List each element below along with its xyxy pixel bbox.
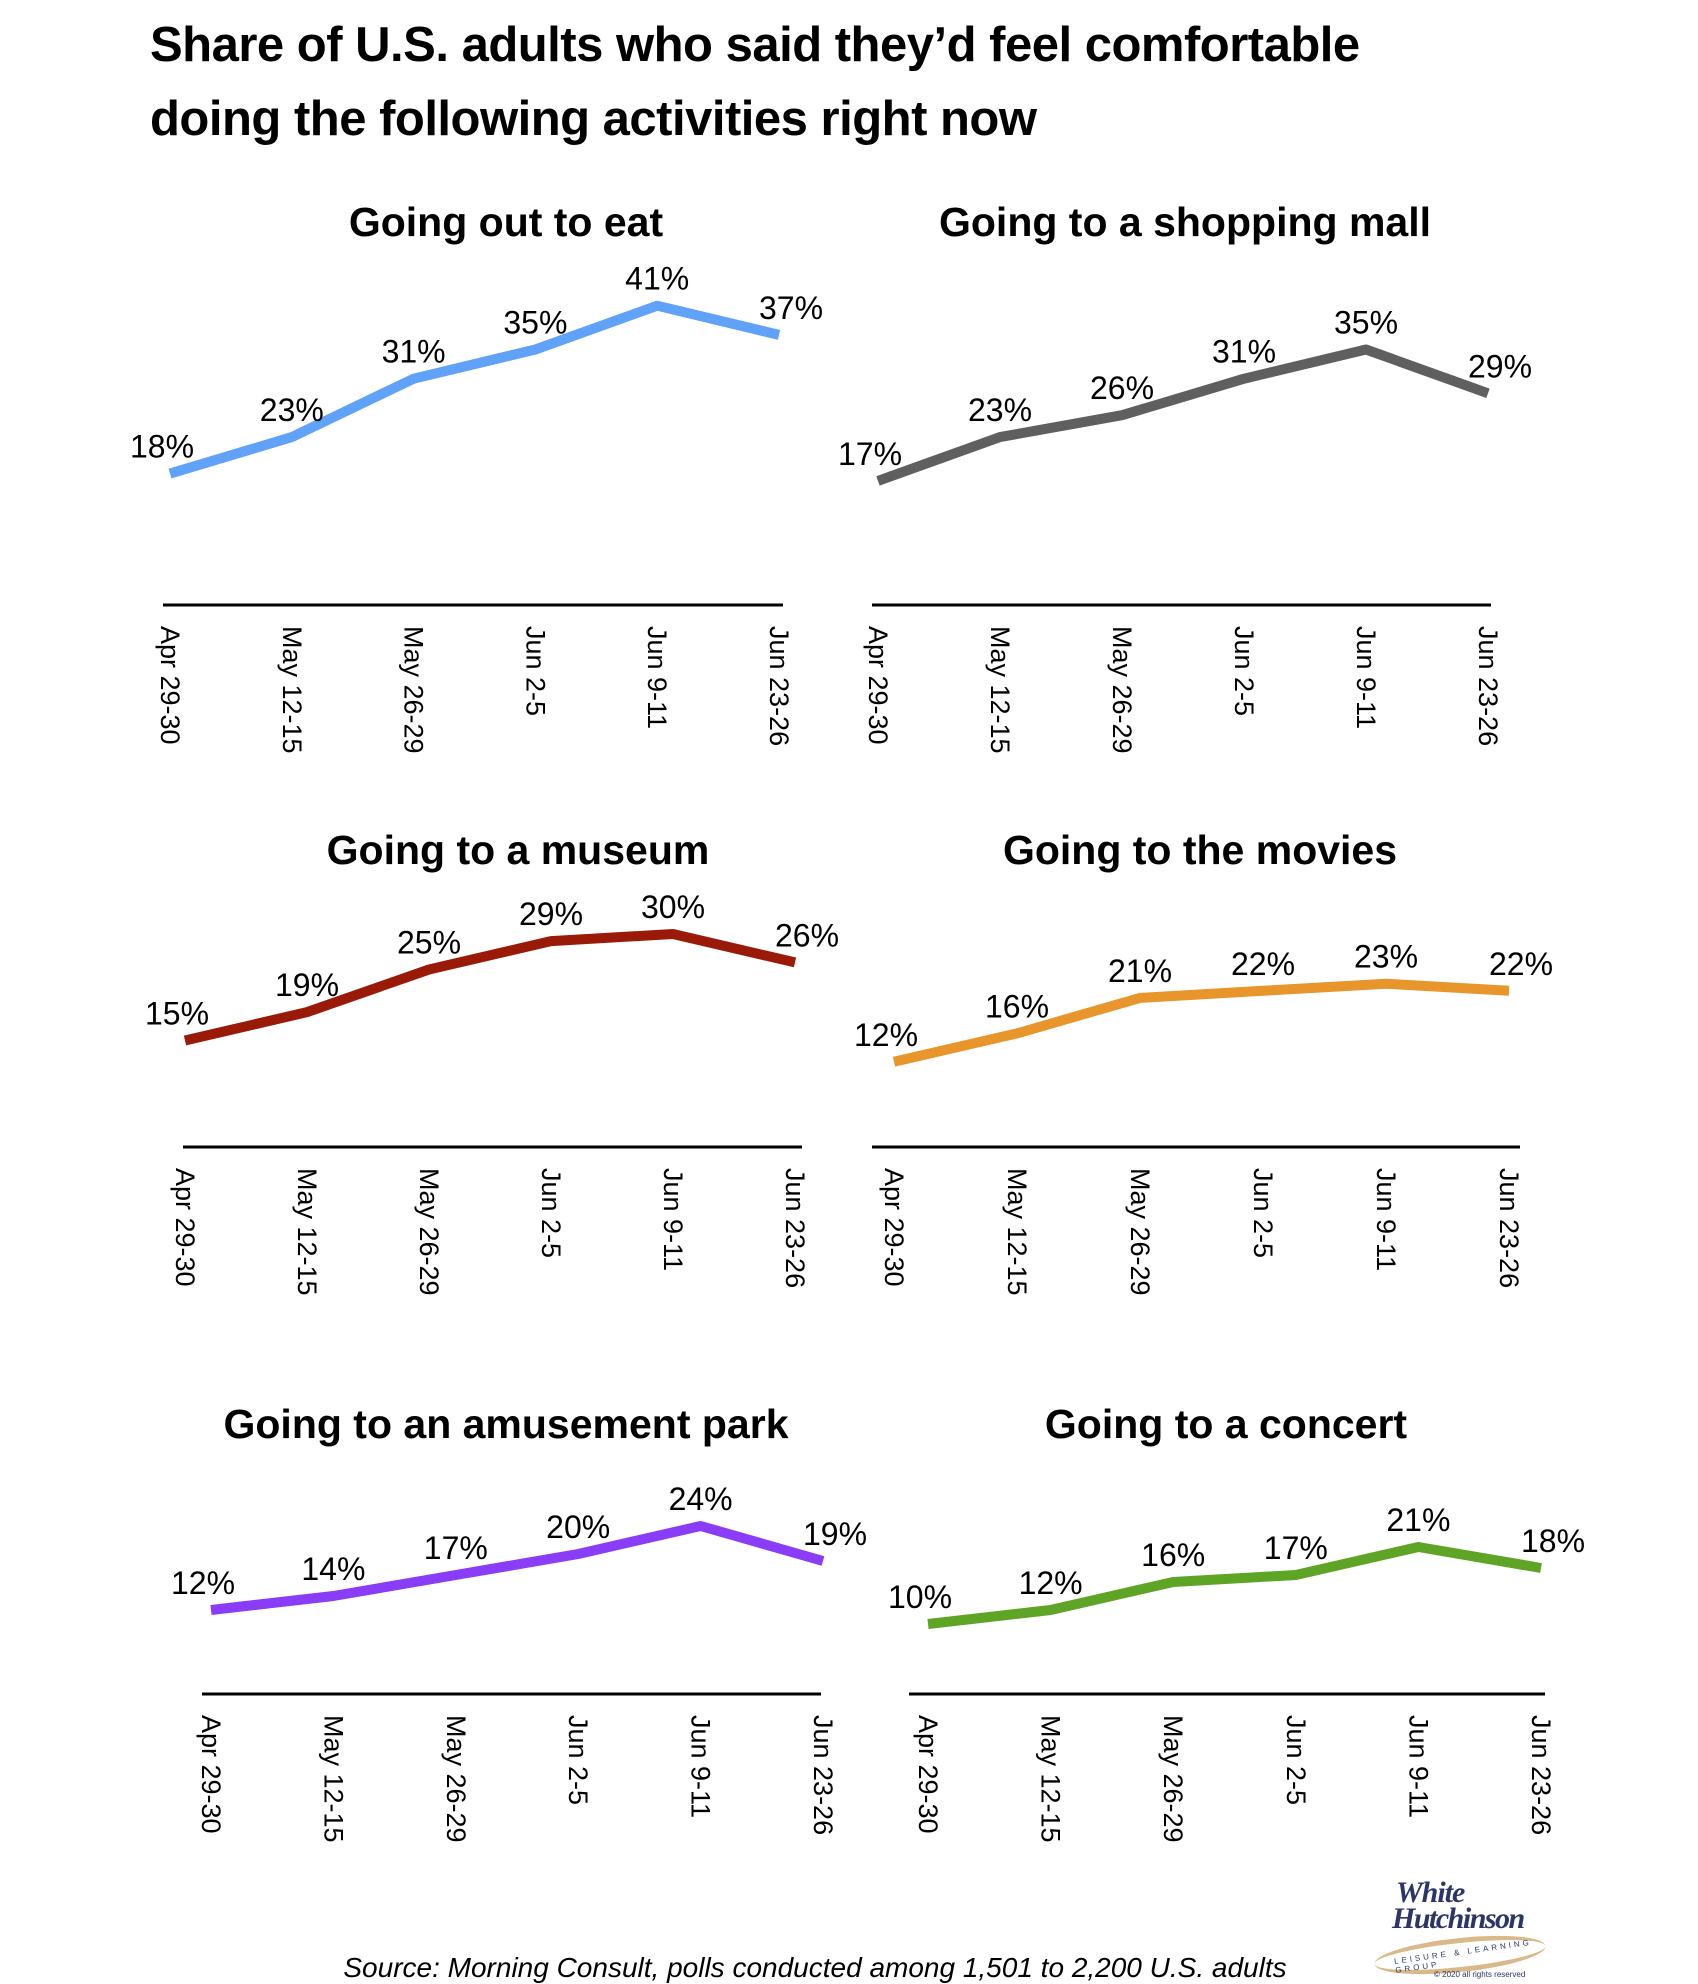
x-tick-label: Jun 23-26 [1494,1168,1524,1288]
chart-panel: Going to a museum 15% Apr 29-30 19% May 12-1… [145,827,839,1296]
x-tick-label: Apr 29-30 [170,1168,200,1287]
data-label: 24% [669,1481,733,1517]
data-label: 18% [1521,1523,1585,1559]
x-tick-label: May 12-15 [318,1715,348,1843]
x-tick-label: Jun 9-11 [1403,1715,1433,1818]
data-label: 41% [625,261,689,297]
chart-title: Going to a concert [1045,1401,1408,1447]
data-label: 16% [1141,1537,1205,1573]
x-tick-label: Jun 2-5 [1229,626,1259,716]
data-label: 35% [503,305,567,341]
data-label: 19% [275,967,339,1003]
chart-panel: Going to an amusement park 12% Apr 29-30 14… [171,1401,867,1843]
x-tick-label: Apr 29-30 [913,1715,943,1834]
x-tick-label: Jun 2-5 [536,1168,566,1258]
data-label: 31% [382,334,446,370]
data-label: 12% [854,1017,918,1053]
x-tick-label: May 12-15 [985,626,1015,754]
x-tick-label: Jun 2-5 [1281,1715,1311,1805]
chart-title: Going to a museum [327,827,710,873]
x-tick-label: Jun 2-5 [520,626,550,716]
x-tick-label: May 26-29 [414,1168,444,1296]
data-label: 23% [260,392,324,428]
x-tick-label: Apr 29-30 [196,1715,226,1834]
x-tick-label: Jun 2-5 [563,1715,593,1805]
x-tick-label: Jun 9-11 [1371,1168,1401,1271]
x-tick-label: Jun 9-11 [642,626,672,729]
chart-title: Going to a shopping mall [939,199,1431,245]
x-tick-label: Apr 29-30 [155,626,185,745]
data-label: 29% [519,896,583,932]
x-tick-label: May 12-15 [1036,1715,1066,1843]
x-tick-label: Jun 2-5 [1248,1168,1278,1258]
x-tick-label: Jun 9-11 [686,1715,716,1818]
data-label: 22% [1231,946,1295,982]
x-tick-label: Jun 23-26 [1526,1715,1556,1835]
white-hutchinson-logo: White Hutchinson LEISURE & LEARNING GROU… [1372,1876,1552,1981]
chart-panel: Going out to eat 18% Apr 29-30 23% May 12-15… [130,199,823,754]
chart-panel: Going to a shopping mall 17% Apr 29-30 23% M… [838,199,1532,754]
data-label: 17% [1264,1530,1328,1566]
data-label: 12% [171,1565,235,1601]
data-label: 30% [641,889,705,925]
data-label: 16% [985,988,1049,1024]
chart-title: Going to the movies [1003,827,1397,873]
data-label: 25% [397,925,461,961]
x-tick-label: May 26-29 [1107,626,1137,754]
x-tick-label: Apr 29-30 [863,626,893,745]
data-label: 23% [1354,939,1418,975]
series-line [170,306,779,474]
data-label: 35% [1334,305,1398,341]
chart-title: Going to an amusement park [224,1401,789,1447]
x-tick-label: Jun 23-26 [780,1168,810,1288]
x-tick-label: May 26-29 [1158,1715,1188,1843]
x-tick-label: May 12-15 [277,626,307,754]
data-label: 17% [838,436,902,472]
data-label: 14% [301,1551,365,1587]
x-tick-label: May 26-29 [441,1715,471,1843]
x-tick-label: May 12-15 [292,1168,322,1296]
chart-panel: Going to the movies 12% Apr 29-30 16% May 12… [854,827,1553,1296]
x-tick-label: Jun 9-11 [1351,626,1381,729]
chart-title: Going out to eat [349,199,664,245]
x-tick-label: Jun 23-26 [764,626,794,746]
x-tick-label: Jun 23-26 [808,1715,838,1835]
data-label: 21% [1386,1502,1450,1538]
data-label: 26% [1090,370,1154,406]
data-label: 23% [968,392,1032,428]
data-label: 29% [1468,348,1532,384]
x-tick-label: Apr 29-30 [879,1168,909,1287]
data-label: 19% [803,1516,867,1552]
x-tick-label: May 26-29 [399,626,429,754]
x-tick-label: Jun 9-11 [658,1168,688,1271]
x-tick-label: May 12-15 [1002,1168,1032,1296]
x-tick-label: May 26-29 [1125,1168,1155,1296]
data-label: 17% [424,1530,488,1566]
data-label: 21% [1108,953,1172,989]
data-label: 22% [1489,946,1553,982]
data-label: 37% [759,290,823,326]
data-label: 15% [145,996,209,1032]
x-tick-label: Jun 23-26 [1473,626,1503,746]
data-label: 20% [546,1509,610,1545]
chart-panel: Going to a concert 10% Apr 29-30 12% May 12-… [888,1401,1585,1843]
data-label: 12% [1019,1565,1083,1601]
data-label: 18% [130,429,194,465]
data-label: 10% [888,1579,952,1615]
data-label: 26% [775,917,839,953]
data-label: 31% [1212,334,1276,370]
